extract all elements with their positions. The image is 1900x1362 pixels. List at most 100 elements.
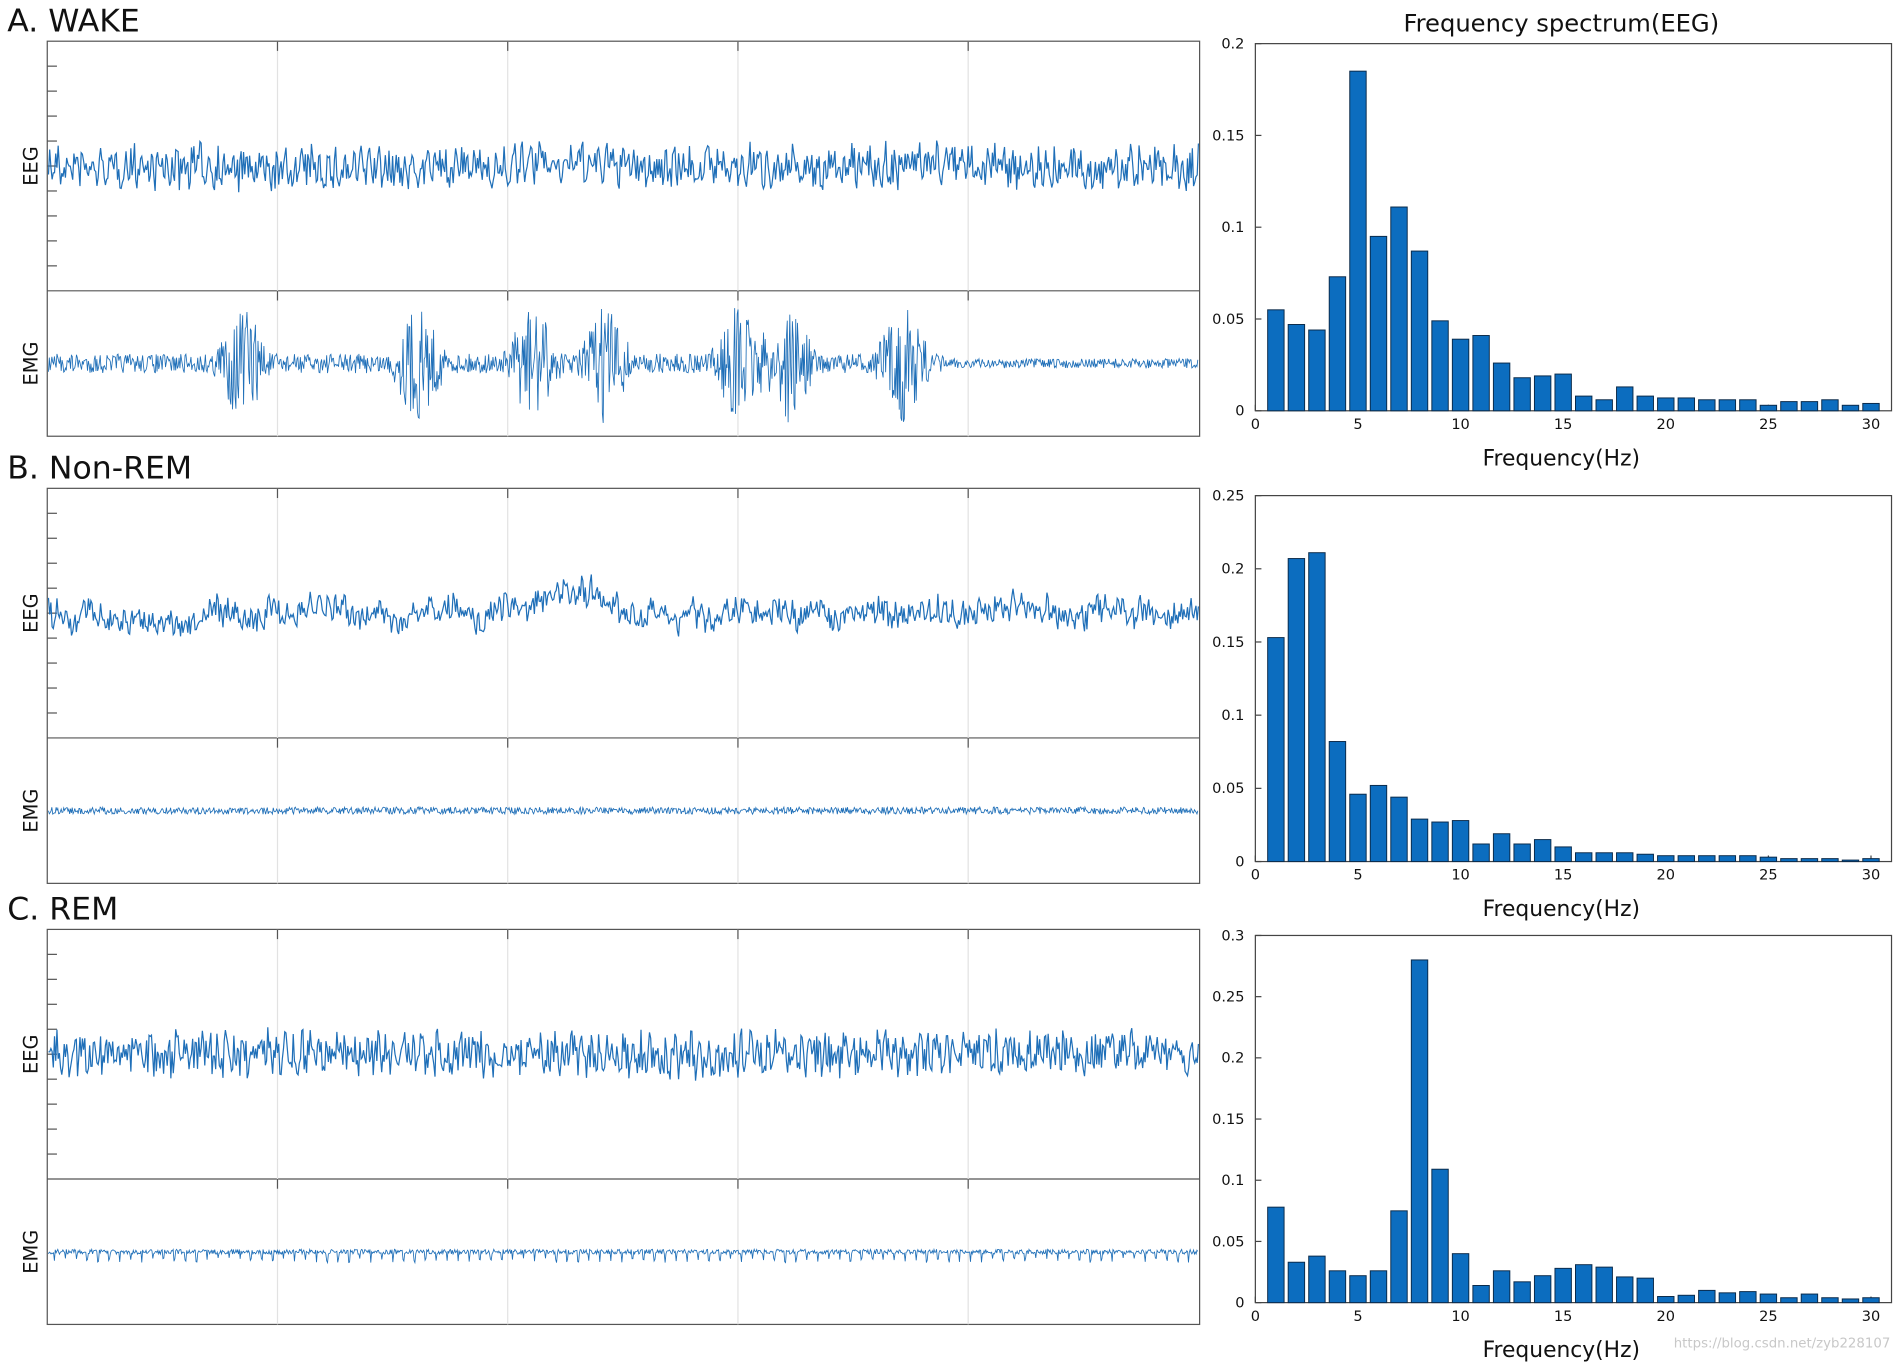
eeg-trace [47,574,1200,637]
bar [1595,399,1613,412]
bar [1369,1270,1388,1304]
bar [1841,404,1860,412]
y-tick-label: 0 [1235,404,1244,420]
bar [1410,818,1429,863]
bar [1328,1270,1347,1304]
y-tick-label: 0 [1235,854,1244,870]
bar [1657,1296,1675,1304]
bar [1554,1267,1572,1304]
bar [1780,858,1798,863]
bar [1492,1270,1511,1304]
x-tick-label: 15 [1554,417,1572,433]
bar [1759,1293,1778,1304]
bar [1308,1255,1326,1304]
bar [1800,1293,1819,1304]
emg-trace [48,308,1199,423]
signal-label: EMG [20,1230,43,1274]
x-axis-label: Frequency(Hz) [1483,446,1640,471]
x-tick-label: 20 [1657,868,1676,884]
x-tick-label: 0 [1251,868,1260,884]
signal-label: EEG [20,1034,43,1074]
bar [1677,397,1695,412]
bar [1369,235,1388,412]
bar [1554,846,1572,863]
bar [1410,250,1429,412]
panel-title: A. WAKE [7,4,140,40]
bar [1636,395,1654,412]
bar [1780,1297,1798,1304]
x-tick-label: 25 [1759,417,1777,433]
x-tick-label: 15 [1554,1309,1572,1325]
bar [1267,309,1285,412]
bar [1554,373,1572,412]
bar [1821,1297,1839,1304]
bar [1616,1276,1634,1304]
bar [1862,1297,1880,1304]
watermark: https://blog.csdn.net/zyb228107 [1674,1336,1891,1351]
y-tick-label: 0.3 [1221,928,1244,944]
bar [1349,1275,1367,1304]
x-tick-label: 10 [1451,417,1470,433]
bar [1349,70,1367,412]
signal-label: EMG [20,342,43,386]
bar [1616,852,1634,863]
x-axis-label: Frequency(Hz) [1483,897,1640,922]
bar [1657,855,1675,863]
bar [1698,1289,1716,1304]
bar [1821,858,1839,863]
bar [1862,858,1880,863]
bar [1492,362,1511,412]
x-tick-label: 30 [1862,417,1881,433]
bar [1841,859,1860,863]
x-tick-label: 0 [1251,1309,1260,1325]
y-tick-label: 0.1 [1221,220,1244,236]
emg-trace [48,1247,1199,1265]
bar [1513,377,1531,412]
bar [1390,796,1408,863]
x-tick-label: 15 [1554,868,1572,884]
bar [1821,399,1839,412]
bar [1739,855,1757,863]
bar [1718,1292,1737,1304]
x-tick-label: 5 [1353,868,1362,884]
bar [1390,1210,1408,1304]
bar [1287,558,1306,863]
bar [1472,843,1490,863]
y-tick-label: 0.2 [1221,1051,1244,1067]
bar [1636,1277,1654,1304]
bar [1657,397,1675,412]
bar [1533,1275,1552,1304]
trace-frame [46,487,1201,884]
eeg-trace [48,1027,1200,1081]
axes-frame [1254,494,1893,863]
bar [1328,276,1347,412]
bar [1369,784,1388,863]
bar [1349,793,1367,863]
bar [1390,206,1408,412]
bar [1739,1291,1757,1304]
bar [1718,399,1737,412]
bar [1800,401,1819,412]
bar [1616,386,1634,412]
bar [1533,839,1552,863]
bar [1636,853,1654,863]
panel-title: B. Non-REM [7,451,192,487]
y-tick-label: 0.05 [1212,312,1244,328]
y-tick-label: 0.05 [1212,1234,1244,1250]
bar [1308,552,1326,863]
bar [1472,335,1490,412]
y-tick-label: 0.2 [1221,562,1244,578]
x-tick-label: 20 [1657,417,1676,433]
bar [1451,338,1470,412]
x-tick-label: 5 [1353,417,1362,433]
y-tick-label: 0.15 [1212,635,1244,651]
bar [1575,395,1593,412]
eeg-trace [47,139,1200,193]
bar [1533,375,1552,412]
bar [1472,1285,1490,1304]
signal-label: EEG [20,146,43,186]
bar [1698,399,1716,412]
bar [1431,1168,1449,1304]
x-tick-label: 10 [1451,1309,1470,1325]
